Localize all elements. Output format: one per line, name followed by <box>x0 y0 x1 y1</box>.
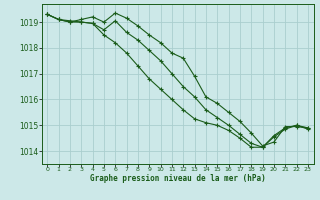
X-axis label: Graphe pression niveau de la mer (hPa): Graphe pression niveau de la mer (hPa) <box>90 174 266 183</box>
